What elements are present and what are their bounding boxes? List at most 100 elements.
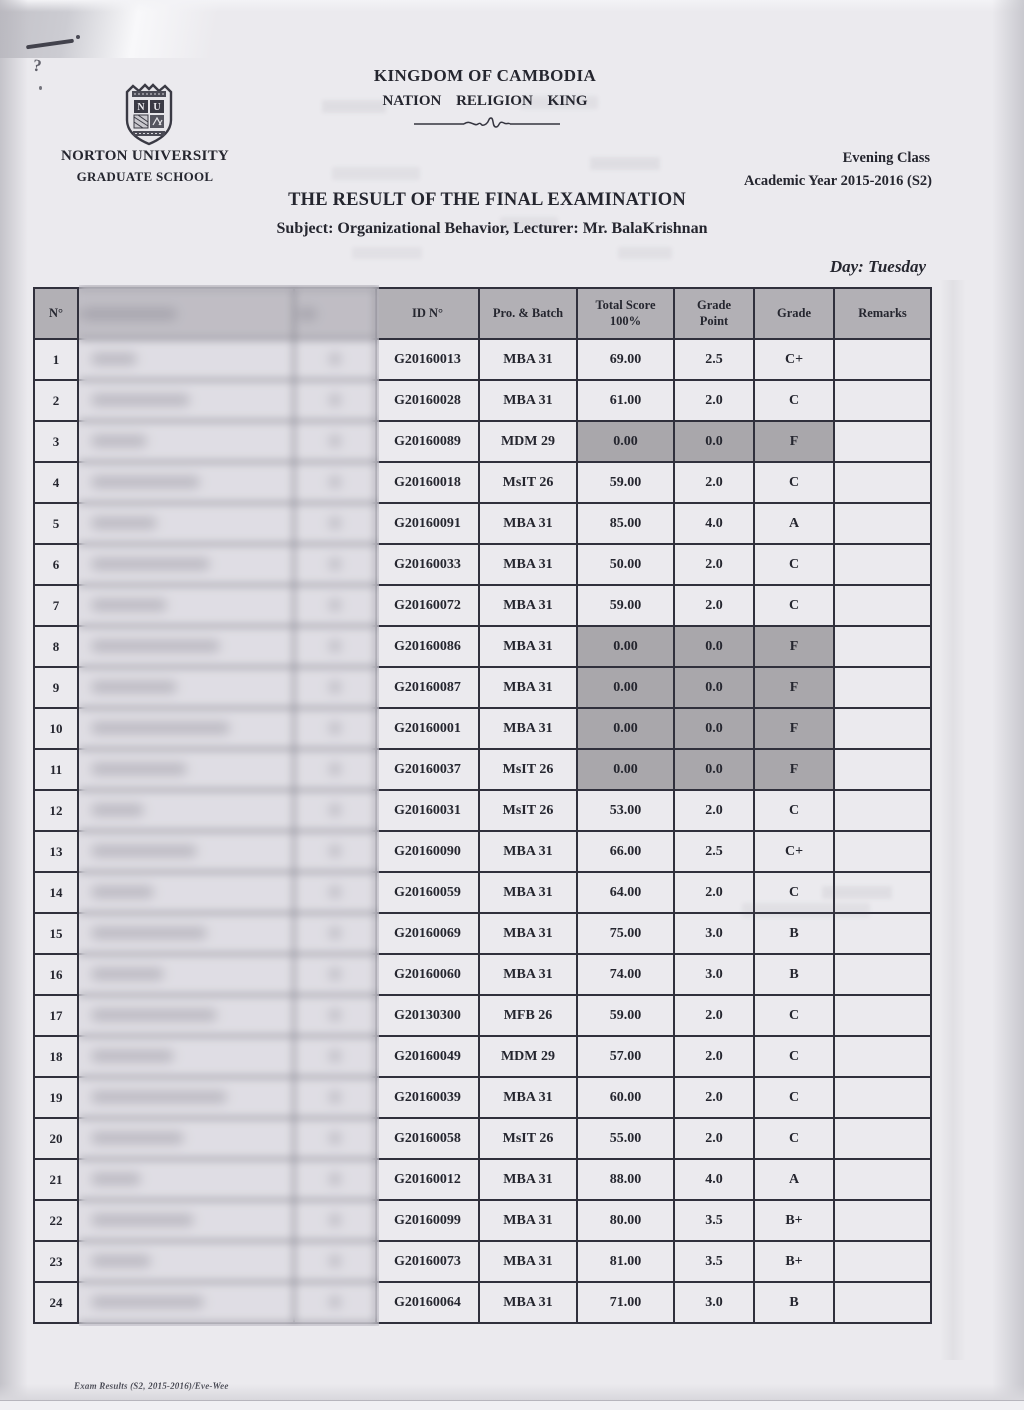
cell-point: 2.0 <box>673 584 755 627</box>
cell-id: G20160099 <box>375 1199 480 1242</box>
cell-id: G20160073 <box>375 1240 480 1283</box>
cell-grade: F <box>753 625 835 668</box>
cell-remarks <box>833 584 932 627</box>
cell-point: 2.5 <box>673 338 755 381</box>
cell-remarks <box>833 707 932 750</box>
cell-no: 7 <box>33 584 79 627</box>
cell-id: G20160089 <box>375 420 480 463</box>
academic-year: Academic Year 2015-2016 (S2) <box>743 173 932 189</box>
cell-id: G20160064 <box>375 1281 480 1324</box>
cell-point: 2.0 <box>673 543 755 586</box>
cell-grade: C <box>753 461 835 504</box>
graduate-school: GRADUATE SCHOOL <box>76 169 214 184</box>
cell-point: 3.0 <box>673 912 755 955</box>
cell-no: 22 <box>33 1199 79 1242</box>
cell-grade: C+ <box>753 830 835 873</box>
cell-remarks <box>833 1076 932 1119</box>
cell-score: 88.00 <box>576 1158 675 1201</box>
cell-score: 59.00 <box>576 584 675 627</box>
cell-batch: MBA 31 <box>478 543 578 586</box>
cell-id: G20160069 <box>375 912 480 955</box>
cell-point: 2.5 <box>673 830 755 873</box>
kingdom-line: KINGDOM OF CAMBODIA <box>373 66 597 85</box>
cell-no: 9 <box>33 666 79 709</box>
cell-remarks <box>833 1035 932 1078</box>
svg-text:N: N <box>137 102 145 113</box>
cell-grade: B+ <box>753 1199 835 1242</box>
cell-point: 2.0 <box>673 1076 755 1119</box>
header-grade: Grade <box>753 287 835 340</box>
paper-crease <box>940 280 966 1360</box>
cell-point: 0.0 <box>673 420 755 463</box>
cell-remarks <box>833 1240 932 1283</box>
cell-id: G20160086 <box>375 625 480 668</box>
cell-point: 2.0 <box>673 994 755 1037</box>
cell-point: 2.0 <box>673 871 755 914</box>
pen-mark <box>25 38 75 50</box>
cell-grade: A <box>753 502 835 545</box>
cell-no: 6 <box>33 543 79 586</box>
cell-point: 3.5 <box>673 1240 755 1283</box>
cell-batch: MsIT 26 <box>478 748 578 791</box>
cell-point: 3.5 <box>673 1199 755 1242</box>
cell-no: 11 <box>33 748 79 791</box>
cell-point: 3.0 <box>673 953 755 996</box>
cell-no: 10 <box>33 707 79 750</box>
cell-no: 4 <box>33 461 79 504</box>
cell-no: 14 <box>33 871 79 914</box>
cell-point: 0.0 <box>673 625 755 668</box>
pen-mark-dot <box>76 35 80 39</box>
day-line: Day: Tuesday <box>829 257 926 276</box>
scan-left-shadow <box>0 0 28 1410</box>
cell-grade: F <box>753 748 835 791</box>
cell-id: G20160060 <box>375 953 480 996</box>
cell-grade: C <box>753 1117 835 1160</box>
cell-no: 1 <box>33 338 79 381</box>
cell-id: G20160037 <box>375 748 480 791</box>
cell-score: 75.00 <box>576 912 675 955</box>
university-name: NORTON UNIVERSITY <box>60 148 230 164</box>
cell-remarks <box>833 1199 932 1242</box>
header-point: Grade Point <box>673 287 755 340</box>
cell-point: 4.0 <box>673 1158 755 1201</box>
cell-grade: F <box>753 666 835 709</box>
cell-batch: MBA 31 <box>478 1240 578 1283</box>
cell-batch: MBA 31 <box>478 912 578 955</box>
cell-batch: MDM 29 <box>478 420 578 463</box>
cell-no: 24 <box>33 1281 79 1324</box>
cell-no: 12 <box>33 789 79 832</box>
cell-batch: MBA 31 <box>478 625 578 668</box>
cell-batch: MBA 31 <box>478 379 578 422</box>
cell-grade: A <box>753 1158 835 1201</box>
cell-batch: MBA 31 <box>478 707 578 750</box>
cell-id: G20160013 <box>375 338 480 381</box>
redaction-blur-overlay <box>79 285 379 1326</box>
page-corner-fold <box>0 0 340 58</box>
cell-grade: C <box>753 789 835 832</box>
cell-id: G20160059 <box>375 871 480 914</box>
cell-remarks <box>833 871 932 914</box>
cell-remarks <box>833 461 932 504</box>
cell-no: 20 <box>33 1117 79 1160</box>
header-no: N° <box>33 287 79 340</box>
cell-id: G20160091 <box>375 502 480 545</box>
cell-grade: C <box>753 543 835 586</box>
cell-no: 2 <box>33 379 79 422</box>
cell-grade: C <box>753 871 835 914</box>
cell-point: 0.0 <box>673 707 755 750</box>
cell-score: 0.00 <box>576 748 675 791</box>
cell-score: 0.00 <box>576 707 675 750</box>
ink-speck <box>39 86 42 90</box>
class-session: Evening Class <box>842 150 930 166</box>
header-id: ID N° <box>375 287 480 340</box>
cell-score: 64.00 <box>576 871 675 914</box>
cell-no: 8 <box>33 625 79 668</box>
cell-remarks <box>833 1117 932 1160</box>
subject-lecturer-line: Subject: Organizational Behavior, Lectur… <box>276 220 708 237</box>
cell-remarks <box>833 420 932 463</box>
cell-remarks <box>833 666 932 709</box>
cell-score: 50.00 <box>576 543 675 586</box>
cell-remarks <box>833 789 932 832</box>
cell-grade: B <box>753 953 835 996</box>
cell-score: 71.00 <box>576 1281 675 1324</box>
